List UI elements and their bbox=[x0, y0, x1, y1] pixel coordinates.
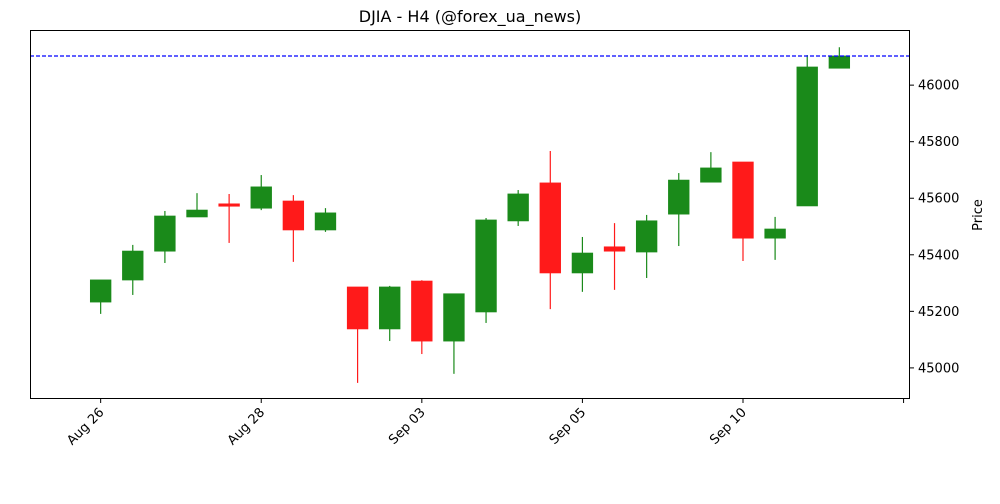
candle-up bbox=[186, 209, 208, 218]
candle-up bbox=[571, 252, 594, 274]
candle-up bbox=[443, 293, 465, 342]
x-tick-label: Aug 26 bbox=[64, 405, 107, 448]
candle-up bbox=[828, 55, 851, 69]
y-tick-label: 45400 bbox=[918, 248, 959, 263]
candle-down bbox=[282, 200, 305, 231]
candle-up bbox=[764, 228, 786, 239]
y-tick-label: 45800 bbox=[918, 135, 959, 150]
axes-layer: 45000 45200 45400 45600 45800 46000 Aug 26 Aug … bbox=[64, 79, 959, 449]
candle-up bbox=[475, 219, 497, 313]
plot-frame bbox=[30, 30, 910, 399]
x-tick-label: Sep 05 bbox=[547, 405, 590, 448]
candle-up bbox=[796, 66, 818, 207]
candle-up bbox=[89, 279, 112, 303]
candle-down bbox=[539, 182, 561, 274]
x-tick-label: Aug 28 bbox=[225, 405, 268, 448]
candle-down bbox=[346, 286, 369, 330]
candle-up bbox=[635, 220, 658, 253]
candle-down bbox=[732, 161, 754, 239]
x-tick-label: Sep 03 bbox=[386, 405, 429, 448]
y-tick-label: 45000 bbox=[918, 361, 959, 376]
y-axis-label: Price bbox=[971, 199, 986, 231]
y-tick-label: 46000 bbox=[918, 79, 959, 94]
candle-up bbox=[668, 179, 690, 215]
candle-up bbox=[154, 215, 176, 252]
candle-up bbox=[379, 286, 401, 330]
chart-title: DJIA - H4 (@forex_ua_news) bbox=[359, 7, 581, 27]
candle-down bbox=[218, 203, 240, 207]
y-tick-label: 45600 bbox=[918, 192, 959, 207]
candle-down bbox=[603, 246, 626, 252]
candle-up bbox=[250, 186, 272, 209]
y-tick-label: 45200 bbox=[918, 305, 959, 320]
candle-down bbox=[411, 280, 433, 342]
candle-up bbox=[700, 167, 722, 183]
candle-up bbox=[122, 250, 144, 281]
candles-layer bbox=[30, 47, 910, 383]
candle-up bbox=[314, 212, 337, 231]
candle-up bbox=[507, 193, 529, 222]
x-tick-label: Sep 10 bbox=[707, 405, 750, 448]
